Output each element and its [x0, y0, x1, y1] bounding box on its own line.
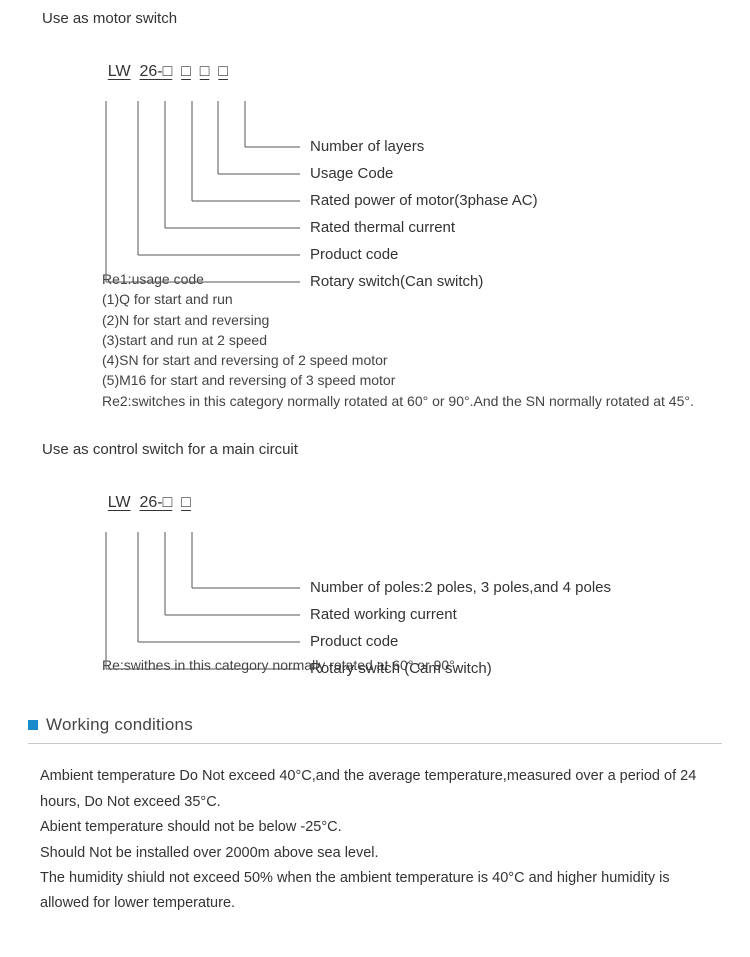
wc-line: Should Not be installed over 2000m above… [40, 841, 722, 866]
leader-svg-2 [90, 530, 320, 690]
wc-line: Ambient temperature Do Not exceed 40°C,a… [40, 764, 722, 815]
field-label: Rated thermal current [310, 219, 455, 236]
code-box-3: □ [200, 63, 210, 81]
code-box-1: □ [163, 63, 173, 81]
code-box-2: □ [181, 63, 191, 81]
leader-svg-1 [90, 99, 320, 299]
note-line: (5)M16 for start and reversing of 3 spee… [102, 370, 750, 390]
code-line-2: LW 26-□ □ [90, 476, 750, 530]
code2-seg-lw: LW [108, 494, 131, 512]
wc-rule [28, 743, 722, 744]
working-conditions-header: Working conditions [28, 715, 750, 735]
field-label: Usage Code [310, 165, 393, 182]
code2-box-1: □ [163, 494, 173, 512]
code-line-1: LW 26-□ □ □ □ [90, 45, 750, 99]
code-box-4: □ [218, 63, 228, 81]
note-line: (4)SN for start and reversing of 2 speed… [102, 350, 750, 370]
note-line: (3)start and run at 2 speed [102, 330, 750, 350]
wc-line: Abient temperature should not be below -… [40, 815, 722, 840]
wc-line: The humidity shiuld not exceed 50% when … [40, 866, 722, 917]
code2-seg-26: 26- [139, 494, 162, 512]
field-label: Rotary switch (Cam switch) [310, 660, 492, 677]
wc-bullet-icon [28, 720, 38, 730]
section1-title: Use as motor switch [42, 10, 750, 27]
note-line: Re2:switches in this category normally r… [102, 391, 750, 411]
diagram-motor: LW 26-□ □ □ □ Number of layersUsage Code… [90, 45, 750, 255]
code2-box-2: □ [181, 494, 191, 512]
diagram-control: LW 26-□ □ Number of poles:2 poles, 3 pol… [90, 476, 750, 641]
wc-body: Ambient temperature Do Not exceed 40°C,a… [40, 764, 722, 916]
code-seg-lw: LW [108, 63, 131, 81]
note-line: (2)N for start and reversing [102, 310, 750, 330]
wc-title: Working conditions [46, 715, 193, 735]
field-label: Rated working current [310, 606, 457, 623]
field-label: Rated power of motor(3phase AC) [310, 192, 538, 209]
field-label: Product code [310, 246, 398, 263]
field-label: Rotary switch(Can switch) [310, 273, 483, 290]
code-seg-26: 26- [139, 63, 162, 81]
section2-title: Use as control switch for a main circuit [42, 441, 750, 458]
field-label: Number of layers [310, 138, 424, 155]
field-label: Product code [310, 633, 398, 650]
field-label: Number of poles:2 poles, 3 poles,and 4 p… [310, 579, 611, 596]
